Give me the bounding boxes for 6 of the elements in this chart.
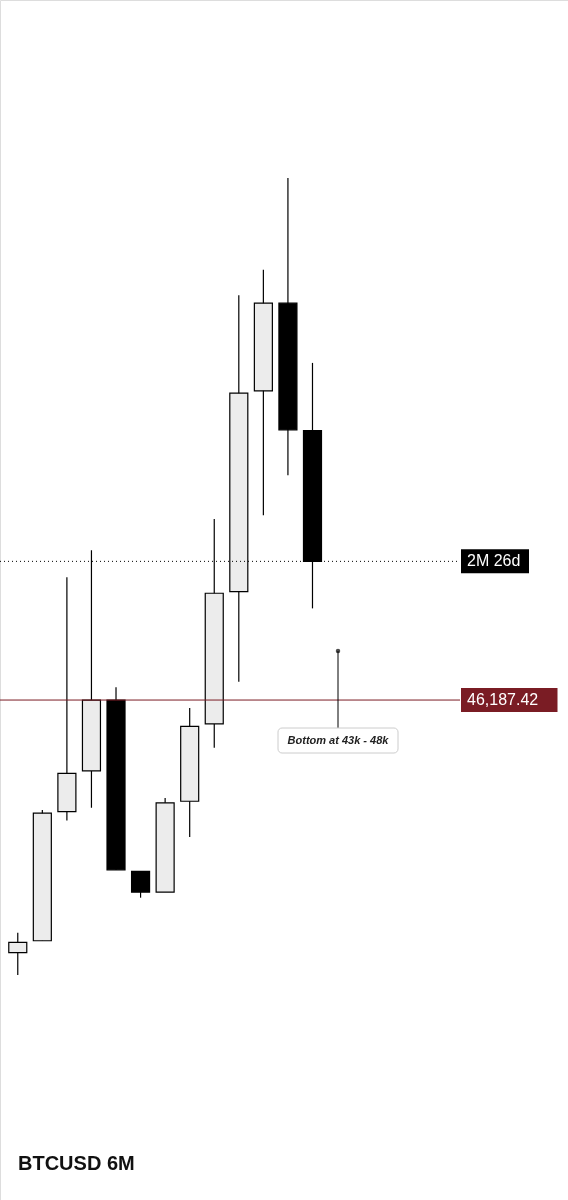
ref-line-label: 2M 26d [467,552,521,570]
text: BTCUSD 6M [18,1152,135,1174]
candlestick [8,932,28,976]
candlestick [130,870,151,899]
text: 46,187.42 [467,691,539,709]
annotation: Bottom at 43k - 48k [287,734,390,746]
